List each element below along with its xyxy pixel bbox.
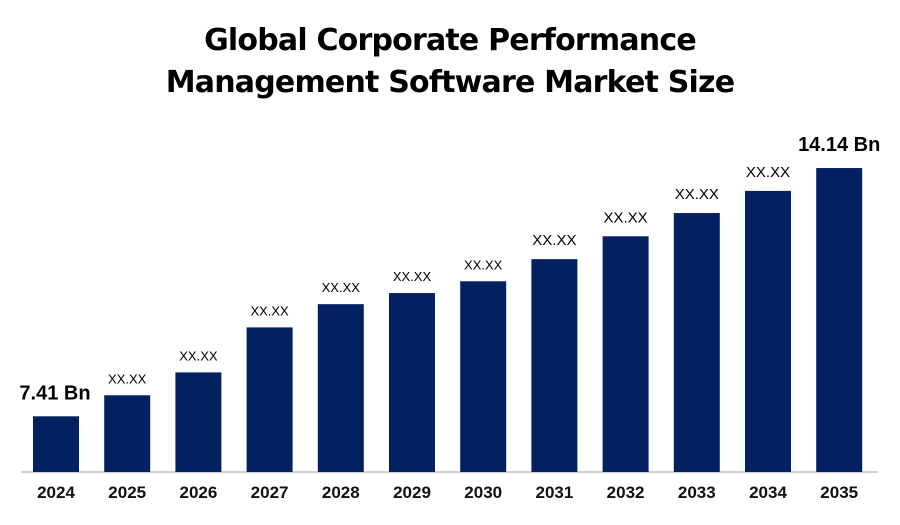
data-label-2031: XX.XX [532,232,576,249]
bar-2029 [389,293,435,472]
x-tick-label-2028: 2028 [322,483,360,502]
data-label-2027: XX.XX [250,303,289,318]
x-tick-label-2033: 2033 [678,483,716,502]
bar-2035 [816,168,863,472]
data-label-2029: XX.XX [393,269,432,284]
bar-2025 [104,395,151,472]
data-label-2026: XX.XX [179,348,218,363]
data-label-2025: XX.XX [108,371,147,386]
bar-2032 [602,236,649,472]
data-label-2028: XX.XX [322,280,361,295]
bar-2028 [317,304,364,472]
bar-2030 [460,281,507,472]
bar-2024 [33,416,79,472]
x-tick-label-2030: 2030 [464,483,502,502]
data-label-2033: XX.XX [675,186,719,203]
data-label-2032: XX.XX [604,209,648,226]
x-tick-label-2031: 2031 [535,483,573,502]
x-tick-label-2029: 2029 [393,483,431,502]
data-label-2035: 14.14 Bn [798,134,880,156]
bar-2033 [673,213,720,473]
x-tick-label-2025: 2025 [108,483,146,502]
x-tick-label-2027: 2027 [251,483,289,502]
chart-title-line-1: Global Corporate Performance [204,23,697,58]
chart-title: Global Corporate Performance Management … [0,20,900,104]
x-tick-label-2032: 2032 [607,483,645,502]
x-tick-label-2035: 2035 [820,483,858,502]
chart-title-line-2: Management Software Market Size [165,65,735,100]
data-label-2030: XX.XX [464,257,503,272]
bar-2026 [175,372,222,472]
x-tick-label-2026: 2026 [179,483,217,502]
bar-2031 [531,259,578,472]
bar-2027 [246,327,293,472]
data-label-2034: XX.XX [746,164,790,181]
x-tick-label-2034: 2034 [749,483,787,502]
bar-2034 [745,190,791,472]
data-label-2024: 7.41 Bn [19,382,90,404]
x-tick-label-2024: 2024 [37,483,75,502]
